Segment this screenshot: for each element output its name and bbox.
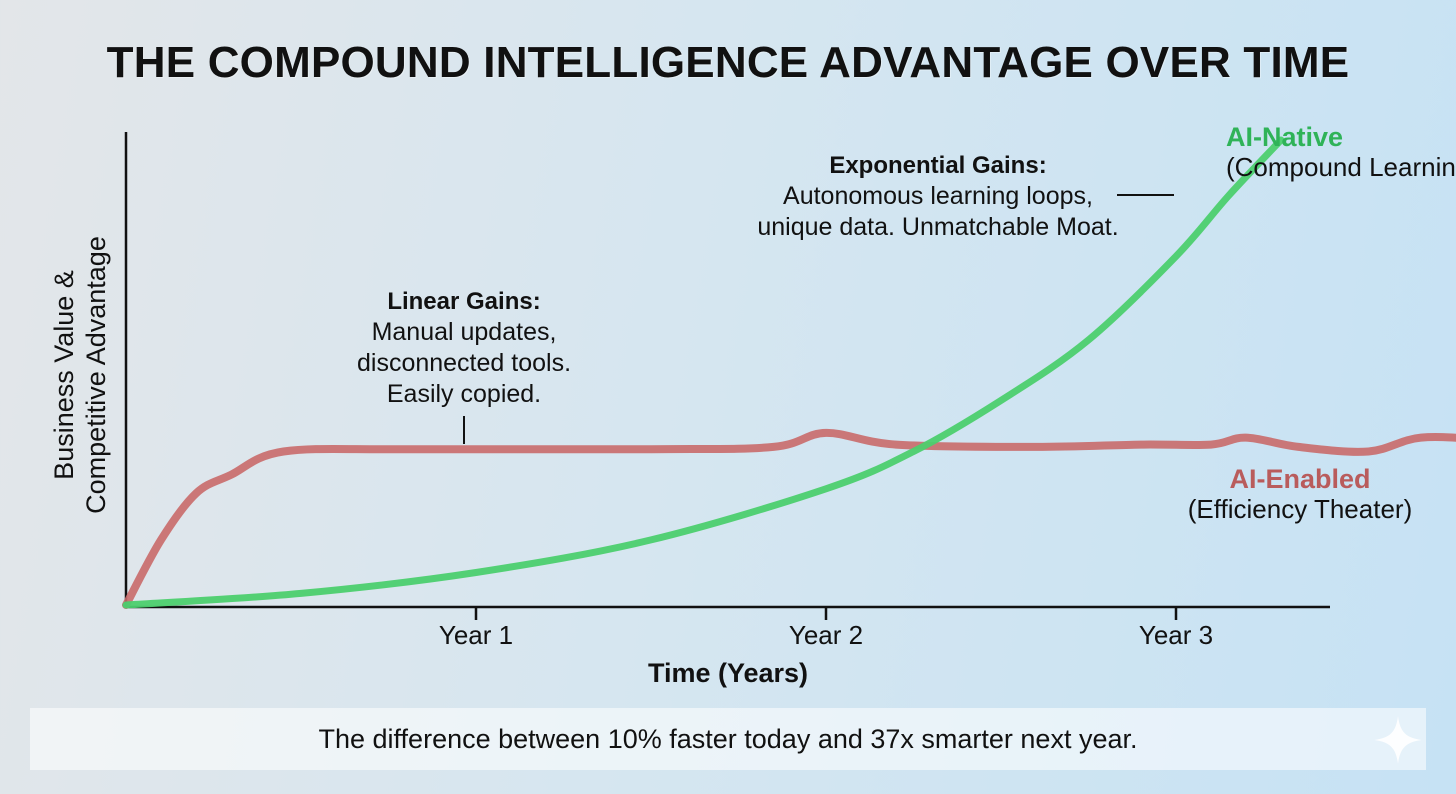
series-line-ai-native [122, 136, 1285, 609]
chart-title: THE COMPOUND INTELLIGENCE ADVANTAGE OVER… [106, 38, 1350, 87]
annotation-linear-heading: Linear Gains: [387, 288, 541, 315]
annotation-exponential-heading: Exponential Gains: [829, 152, 1047, 179]
series-name-ai-enabled: AI-Enabled [1229, 464, 1371, 494]
series-subtitle-ai-native: (Compound Learning) [1226, 152, 1456, 182]
x-tick-label-year-3: Year 3 [1138, 620, 1214, 650]
annotation-exponential-line-2: unique data. Unmatchable Moat. [757, 213, 1119, 241]
annotation-linear-line-3: Easily copied. [386, 380, 542, 408]
annotation-linear-gains: Linear Gains: Manual updates, disconnect… [357, 286, 571, 410]
caption: The difference between 10% faster today … [318, 724, 1138, 754]
sparkle-icon [1374, 716, 1422, 764]
series-label-ai-native: AI-Native (Compound Learning) [1226, 122, 1456, 182]
series-subtitle-ai-enabled: (Efficiency Theater) [1187, 494, 1413, 524]
y-axis-label: Business Value & Competitive Advantage [48, 165, 112, 585]
annotation-exponential-line-1: Autonomous learning loops, [783, 182, 1093, 210]
annotation-linear-line-1: Manual updates, [371, 318, 557, 346]
y-axis-label-line-2: Competitive Advantage [81, 236, 111, 514]
series-name-ai-native: AI-Native [1226, 122, 1344, 152]
caption-band [30, 708, 1426, 770]
annotation-exponential-gains: Exponential Gains: Autonomous learning l… [757, 150, 1118, 243]
x-tick-label-year-2: Year 2 [788, 620, 864, 650]
x-tick-label-year-1: Year 1 [438, 620, 514, 650]
x-axis-label: Time (Years) [647, 658, 809, 688]
series-line-ai-enabled [122, 428, 1456, 609]
series-label-ai-enabled: AI-Enabled (Efficiency Theater) [1180, 464, 1420, 524]
annotation-linear-line-2: disconnected tools. [356, 349, 572, 377]
y-axis-label-line-1: Business Value & [49, 270, 79, 480]
